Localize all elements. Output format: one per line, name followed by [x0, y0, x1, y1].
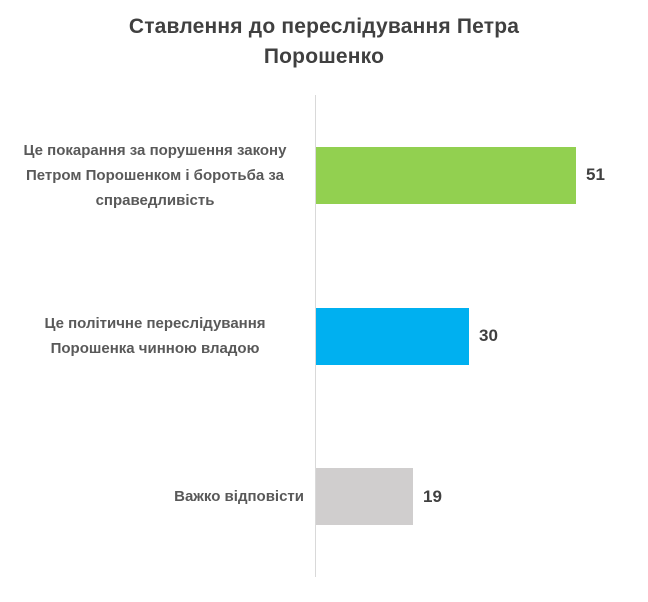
- bar-row: Це покарання за порушення закону Петром …: [0, 95, 648, 256]
- category-axis-line: [315, 95, 316, 577]
- category-label-cell: Це політичне переслідування Порошенка чи…: [0, 311, 316, 361]
- category-label: Важко відповісти: [174, 488, 304, 506]
- bar-cell: 19: [316, 468, 648, 526]
- bar-cell: 30: [316, 307, 648, 365]
- bar-row: Важко відповісти 19: [0, 416, 648, 577]
- category-label: Це покарання за порушення закону Петром …: [23, 141, 287, 209]
- category-label: Це політичне переслідування Порошенка чи…: [44, 315, 266, 357]
- bar-row: Це політичне переслідування Порошенка чи…: [0, 256, 648, 417]
- value-label: 19: [423, 486, 442, 506]
- value-label: 51: [586, 165, 605, 185]
- plot-area: Це покарання за порушення закону Петром …: [0, 95, 648, 577]
- category-label-cell: Важко відповісти: [0, 484, 316, 509]
- bar-punishment: [316, 146, 576, 204]
- bar-hard-to-answer: [316, 468, 413, 526]
- value-label: 30: [479, 326, 498, 345]
- chart-title: Ставлення до переслідування Петра Пороше…: [128, 15, 520, 68]
- category-label-cell: Це покарання за порушення закону Петром …: [0, 138, 316, 213]
- bar-political-persecution: [316, 307, 469, 365]
- bar-cell: 51: [316, 146, 648, 204]
